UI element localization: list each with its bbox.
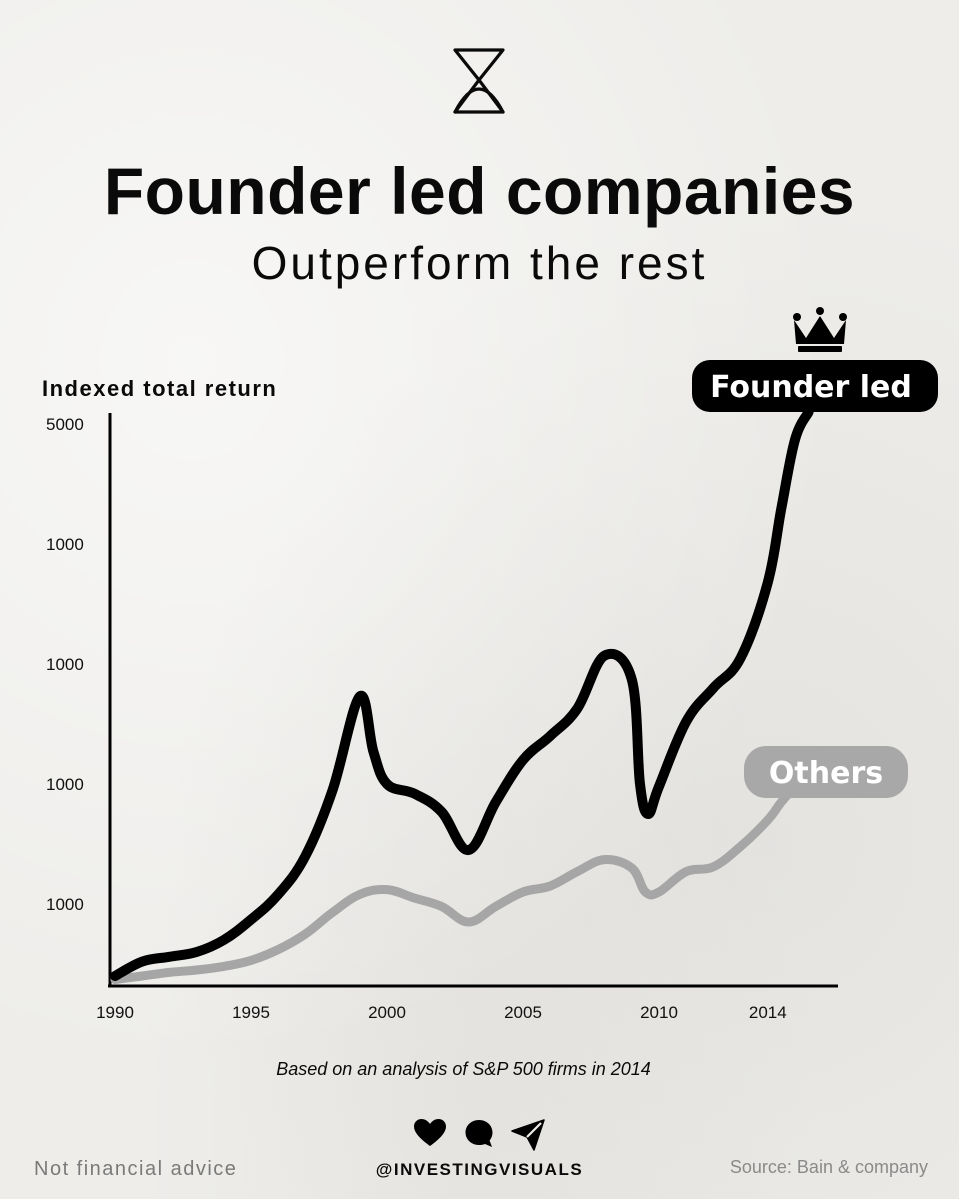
x-tick-label: 2005 [504,1003,542,1022]
series-label-founder-led-text: Founder led [710,370,912,405]
crown-icon [793,307,847,352]
y-tick-label: 1000 [46,655,84,674]
x-tick-label: 1995 [232,1003,270,1022]
x-tick-label: 1990 [96,1003,134,1022]
x-tick-label: 2010 [640,1003,678,1022]
page-subtitle: Outperform the rest [251,237,708,289]
x-tick-label: 2000 [368,1003,406,1022]
series-label-others: Others [744,746,908,798]
comment-icon[interactable] [464,1118,496,1150]
account-handle[interactable]: @INVESTINGVISUALS [375,1160,584,1179]
line-chart: 5000 1000 1000 1000 1000 1990 1995 2000 200… [46,307,938,1022]
series-label-founder-led: Founder led [692,360,938,412]
hourglass-logo-icon [453,48,505,114]
y-tick-label: 1000 [46,775,84,794]
heart-icon[interactable] [413,1118,447,1148]
y-tick-label: 5000 [46,415,84,434]
series-line-others [110,779,814,985]
chart-footnote: Based on an analysis of S&P 500 firms in… [276,1059,651,1079]
send-icon[interactable] [510,1118,546,1152]
series-line-founder-led [110,407,814,981]
y-tick-label: 1000 [46,535,84,554]
x-tick-label: 2014 [749,1003,787,1022]
page-title: Founder led companies [103,154,856,228]
y-axis-label: Indexed total return [42,376,278,401]
y-tick-label: 1000 [46,895,84,914]
series-label-others-text: Others [769,756,883,791]
source-text: Source: Bain & company [729,1157,928,1177]
disclaimer-text: Not financial advice [34,1158,238,1180]
